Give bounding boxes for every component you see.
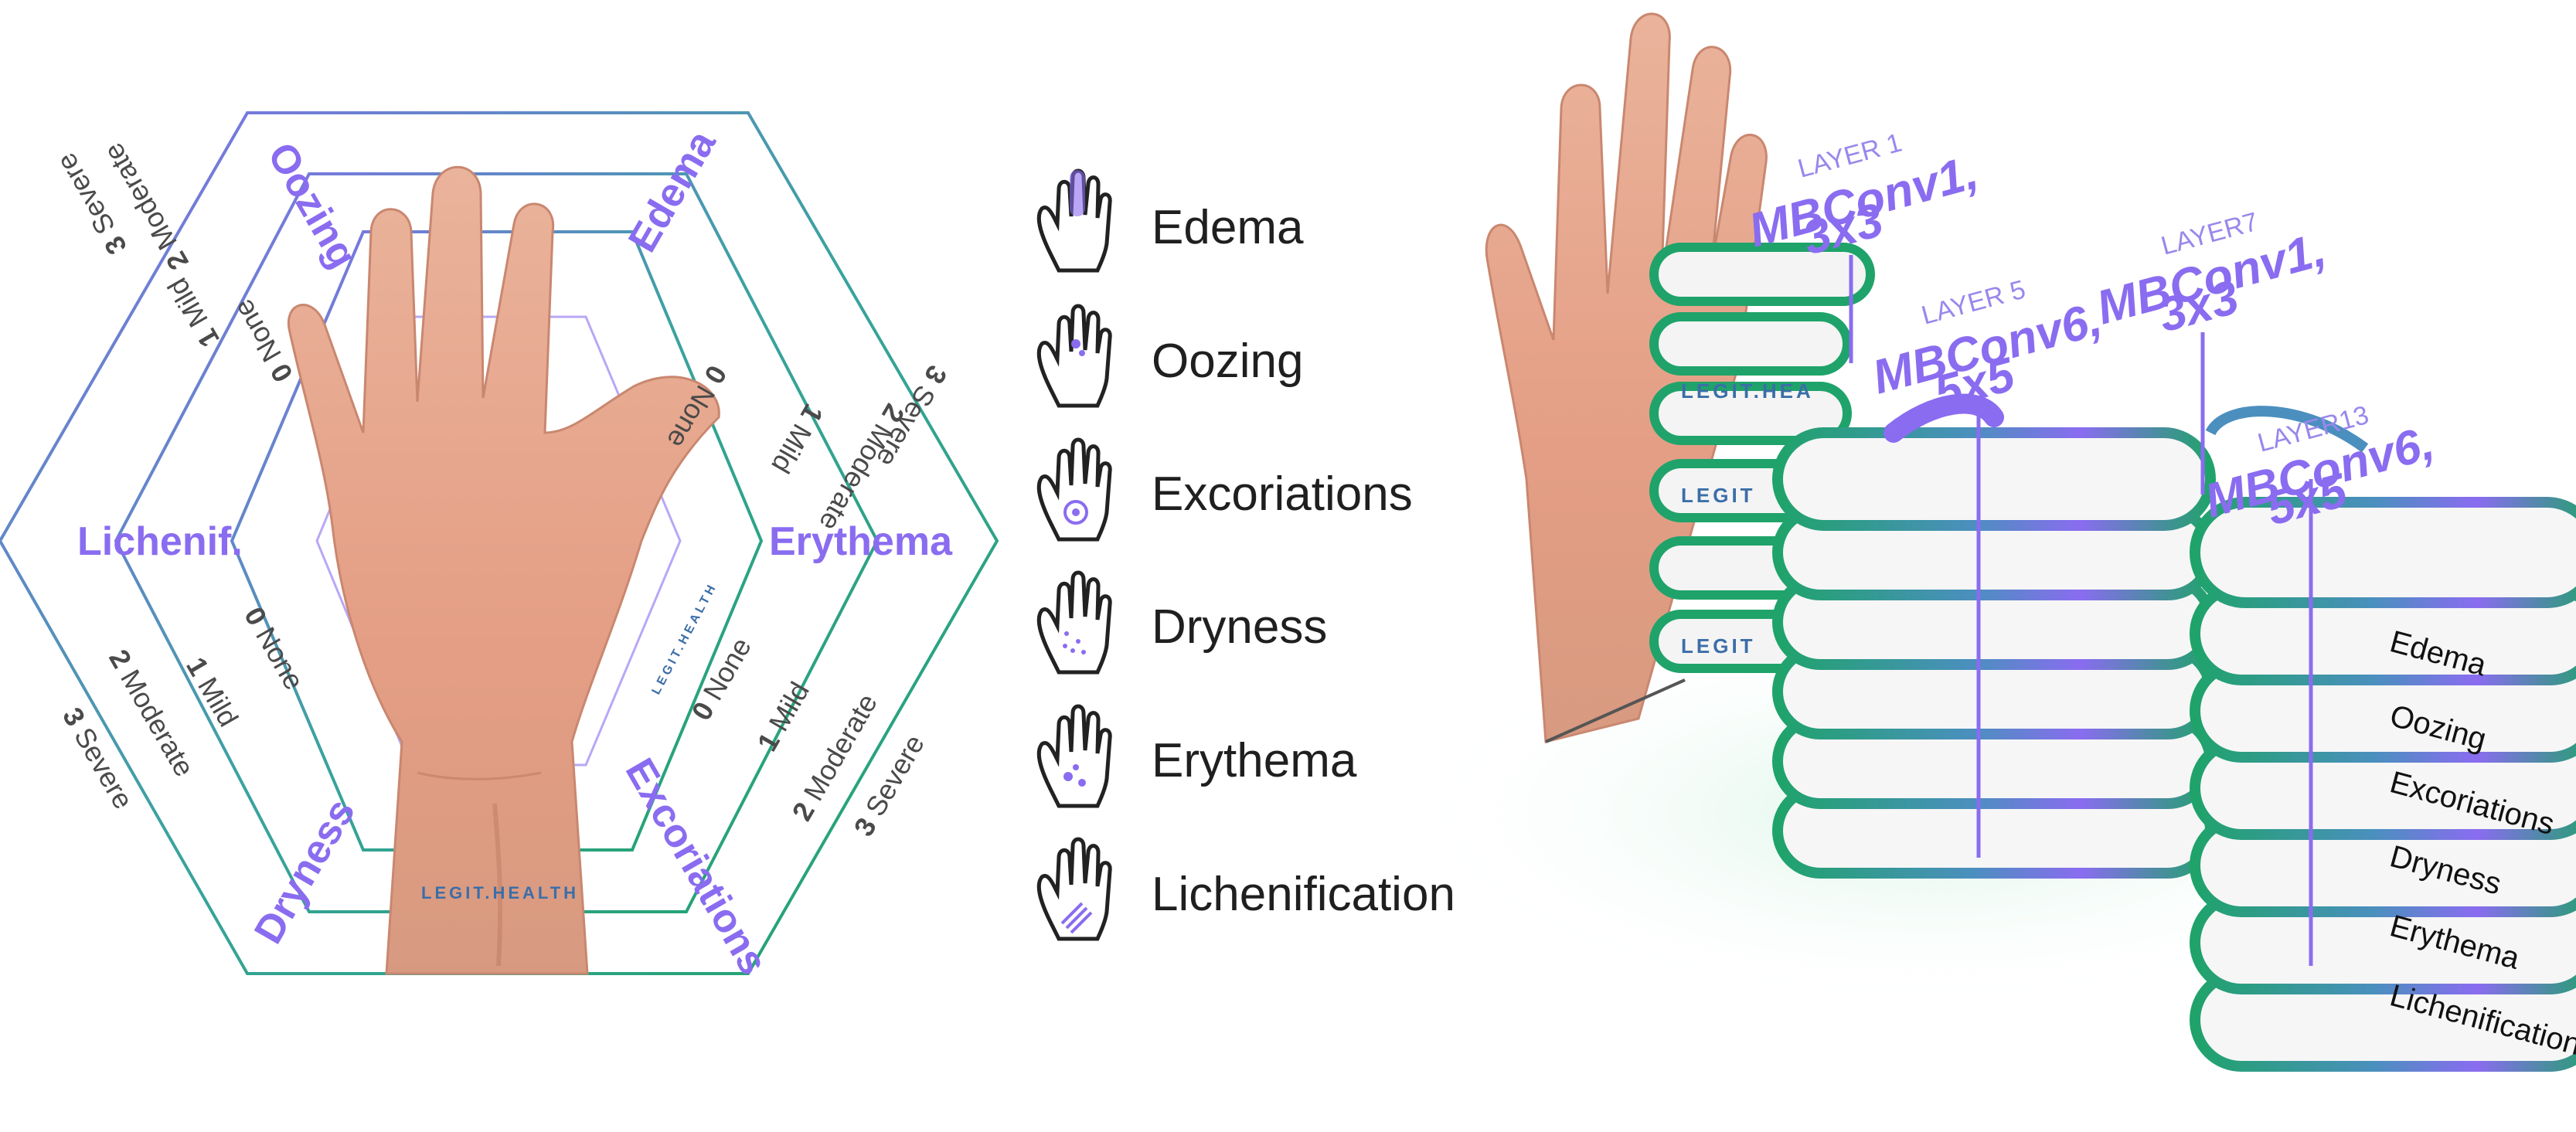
legend: Edema Oozing Excoriations Dryness Erythe… [1036,168,1455,941]
middle-hexagon [114,172,880,913]
hand-lichenification-icon [1036,837,1112,941]
severity-label: Mild [161,273,214,333]
hand-erythema-icon [1036,704,1112,808]
category-dryness: Dryness [246,791,364,951]
layer-callout-5: LAYER 5 MBConv6, 5x5 [1867,274,2108,420]
brand-tag-3: LEGIT [1681,634,1756,658]
legend-label-excoriations: Excoriations [1152,467,1413,521]
severity-label: None [226,294,288,367]
hand-dryness-icon [1036,570,1112,675]
legend-label-edema: Edema [1152,201,1304,254]
category-lichenif: Lichenif. [77,519,243,564]
category-oozing: Oozing [259,135,366,276]
category-erythema: Erythema [769,519,953,564]
network-hand-image [1485,12,1768,743]
severity-label: Severe [859,729,931,821]
core-hexagon [315,315,682,767]
legend-label-lichenification: Lichenification [1152,868,1455,921]
legend-label-oozing: Oozing [1152,335,1303,388]
hex-watermark: LEGIT.HEALTH [421,883,579,903]
brand-tag-2: LEGIT [1681,484,1756,507]
severity-label: Mild [765,419,818,479]
severity-label: None [696,632,757,705]
hand-edema-icon [1036,168,1112,273]
legend-label-erythema: Erythema [1152,734,1357,787]
hand-oozing-icon [1036,304,1112,408]
hand-excoriations-icon [1036,437,1112,542]
middle-stack [1772,393,2216,879]
right-stack: Edema Oozing Excoriations Dryness Erythe… [2190,406,2576,1072]
legend-label-dryness: Dryness [1152,600,1327,654]
inner-hexagon [230,230,764,852]
severity-label: Mild [762,676,815,736]
category-edema: Edema [620,122,725,260]
network-illustration: LEGIT.HEA LEGIT LEGIT Edema [1391,12,2576,1072]
severity-label: Moderate [97,138,183,255]
outer-hexagon [0,111,999,975]
hexagon-diagram: LEGIT.HEALTH LEGIT.HEALTH Oozing Edema L… [0,111,999,982]
severity-label: None [250,621,311,695]
brand-tag-1: LEGIT.HEA [1681,379,1814,403]
hand-image [287,165,720,975]
